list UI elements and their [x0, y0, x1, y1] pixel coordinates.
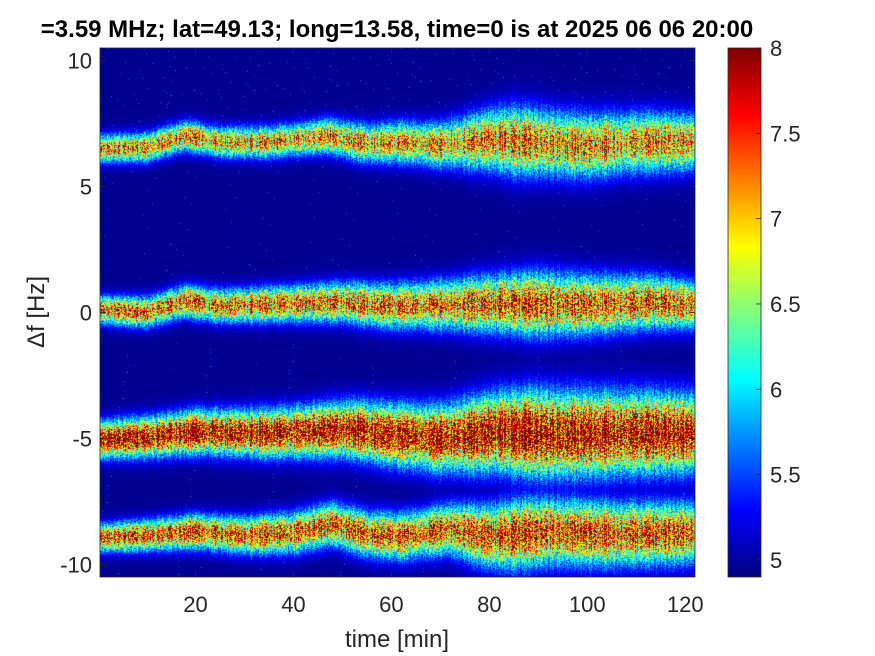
y-tick-label: -5	[72, 426, 92, 451]
colorbar-tick-label: 7	[770, 207, 782, 232]
y-tick-label: 5	[80, 175, 92, 200]
colorbar-ticks: 5 5.5 6 6.5 7 7.5 8	[756, 36, 801, 573]
x-tick-label: 120	[667, 592, 704, 617]
x-tick-label: 40	[281, 592, 305, 617]
colorbar-tick-label: 5	[770, 548, 782, 573]
x-tick-label: 80	[477, 592, 501, 617]
colorbar-tick-label: 8	[770, 36, 782, 61]
x-tick-label: 20	[183, 592, 207, 617]
colorbar-frame	[727, 47, 762, 578]
y-tick-label: 0	[80, 301, 92, 326]
colorbar-tick-label: 6.5	[770, 292, 801, 317]
x-tick-label: 60	[379, 592, 403, 617]
colorbar-tick-label: 5.5	[770, 463, 801, 488]
x-axis-label: time [min]	[345, 626, 449, 653]
heatmap-image	[100, 48, 695, 577]
colorbar-tick-label: 6	[770, 377, 782, 402]
y-tick-label: -10	[60, 552, 92, 577]
y-axis-label: Δf [Hz]	[23, 276, 50, 348]
colorbar-gradient	[728, 48, 761, 577]
y-axis-ticks: -10 -5 0 5 10	[60, 49, 695, 577]
x-tick-label: 100	[569, 592, 606, 617]
colorbar-tick-label: 7.5	[770, 121, 801, 146]
y-tick-label: 10	[68, 49, 92, 74]
x-axis-ticks: 20 40 60 80 100 120	[183, 48, 704, 617]
chart-title: =3.59 MHz; lat=49.13; long=13.58, time=0…	[41, 16, 753, 43]
